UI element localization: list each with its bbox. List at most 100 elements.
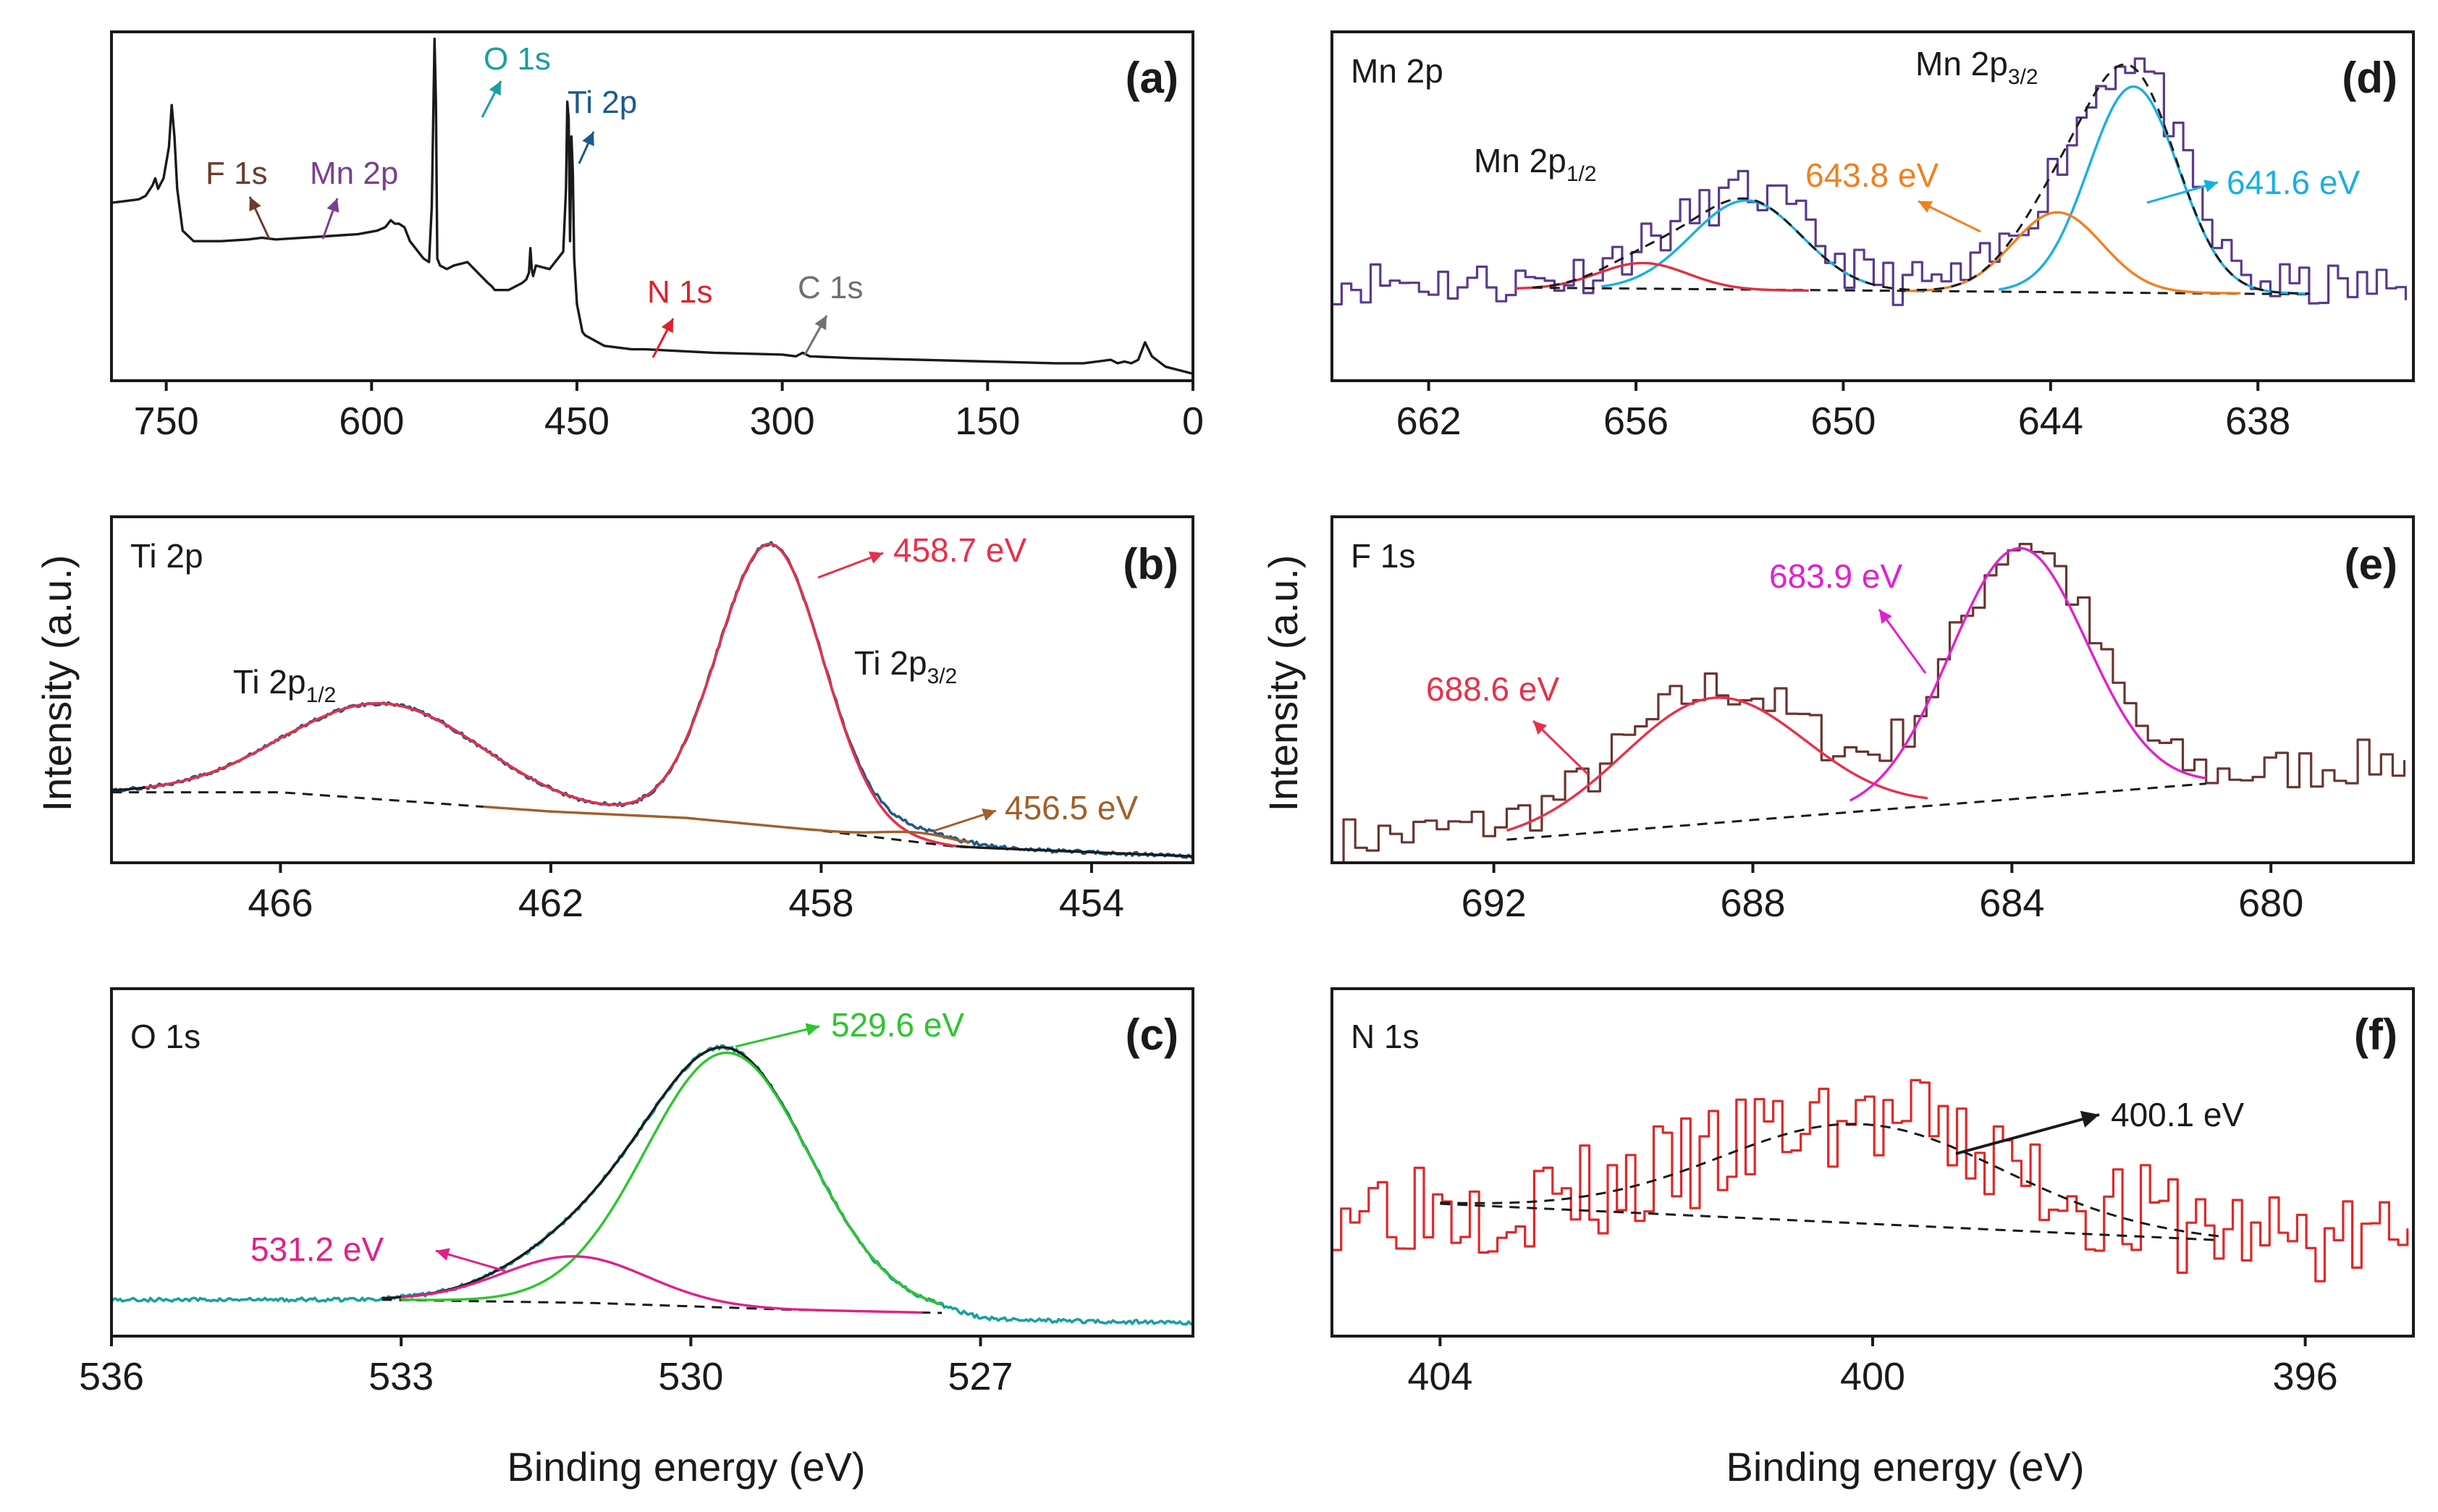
label-mn2p32-sub: 3/2 [2008, 65, 2038, 89]
annot-mn2p: Mn 2p [310, 156, 398, 191]
series-c-2 [381, 1298, 942, 1314]
xtick-label-e-1: 688 [1720, 882, 1785, 925]
xtick-label-f-2: 396 [2273, 1355, 2338, 1398]
xtick-label-d-4: 638 [2225, 400, 2290, 443]
panel-e-series [1332, 543, 2406, 863]
xtick-label-b-0: 466 [248, 882, 313, 925]
panel-d-frame [1330, 30, 2415, 382]
arrow-ti2p [578, 131, 595, 164]
y-axis-label-left-middle: Intensity (a.u.) [34, 555, 80, 812]
series-e-1 [1506, 782, 2206, 841]
annot-456-5: 456.5 eV [1005, 789, 1138, 827]
arrow-458-7 [817, 551, 884, 579]
xtick-label-c-0: 536 [79, 1355, 144, 1398]
label-ti2p12-sub: 1/2 [306, 683, 337, 707]
series-a-0 [111, 37, 1193, 376]
label-ti2p12: Ti 2p1/2 [233, 663, 336, 707]
series-f-0 [1332, 1078, 2409, 1283]
xtick-label-a-2: 450 [544, 400, 610, 443]
panel-d-annotations: Mn 2p (d) Mn 2p1/2 Mn 2p3/2 643.8 eV 641… [1351, 45, 2397, 233]
arrow-688-6 [1532, 719, 1590, 776]
series-c-1 [381, 1046, 942, 1306]
annot-ti2p: Ti 2p [568, 85, 637, 120]
panel-b-frame [110, 515, 1194, 864]
panel-a: 750 600 450 300 150 0 [110, 30, 1204, 443]
series-d-6 [1532, 63, 2310, 295]
annot-c1s: C 1s [798, 270, 863, 305]
annot-o1s: O 1s [484, 41, 551, 77]
xtick-label-a-5: 0 [1182, 400, 1204, 443]
series-f-1 [1440, 1123, 2219, 1238]
panel-b-xaxis: 466 462 458 454 [248, 863, 1124, 925]
panel-f-annotations: N 1s (f) 400.1 eV [1351, 1010, 2397, 1155]
label-mn2p12-main: Mn 2p [1474, 142, 1566, 180]
xtick-label-d-3: 644 [2018, 400, 2083, 443]
xtick-label-d-1: 656 [1603, 400, 1669, 443]
panel-c-label: (c) [1126, 1010, 1178, 1059]
series-d-0 [1332, 57, 2408, 306]
panel-a-frame [110, 30, 1194, 382]
x-axis-label-right: Binding energy (eV) [1726, 1444, 2085, 1490]
series-f-2 [1440, 1202, 2219, 1241]
annot-683-9: 683.9 eV [1769, 557, 1902, 595]
panel-b-title: Ti 2p [130, 537, 203, 575]
xtick-label-e-2: 684 [1979, 882, 2044, 925]
arrow-643-8 [1918, 200, 1981, 233]
panel-a-label: (a) [1126, 54, 1178, 102]
annot-643-8: 643.8 eV [1805, 156, 1939, 194]
panel-c-series [111, 1044, 1193, 1326]
panel-f-frame [1330, 987, 2415, 1338]
annot-458-7: 458.7 eV [893, 531, 1026, 569]
y-axis-label-right-middle: Intensity (a.u.) [1260, 555, 1306, 812]
arrow-mn2p [321, 198, 339, 240]
annot-641-6: 641.6 eV [2227, 164, 2360, 201]
series-e-3 [1849, 546, 2207, 802]
label-mn2p12: Mn 2p1/2 [1474, 142, 1597, 186]
series-e-2 [1506, 696, 1928, 832]
panel-c-xaxis: 536 533 530 527 [79, 1336, 1013, 1398]
series-d-3 [1514, 261, 1810, 292]
panel-e: 692 688 684 680 [1330, 515, 2415, 925]
arrow-531-2 [435, 1248, 506, 1272]
arrow-n1s [651, 318, 675, 358]
xtick-label-d-0: 662 [1396, 400, 1461, 443]
panel-d-title: Mn 2p [1351, 52, 1443, 90]
label-ti2p12-main: Ti 2p [233, 663, 306, 701]
panel-b: 466 462 458 454 [110, 515, 1194, 925]
annot-531-2: 531.2 eV [250, 1230, 384, 1268]
panel-c-title: O 1s [130, 1018, 201, 1055]
panel-b-series [111, 541, 1193, 860]
xtick-label-e-3: 680 [2238, 882, 2303, 925]
panel-f-xaxis: 404 400 396 [1407, 1336, 2338, 1398]
label-mn2p32: Mn 2p3/2 [1915, 45, 2038, 89]
panel-d-label: (d) [2342, 54, 2397, 102]
xtick-label-c-3: 527 [948, 1355, 1013, 1398]
xtick-label-b-3: 454 [1059, 882, 1124, 925]
panel-b-annotations: Ti 2p (b) Ti 2p1/2 Ti 2p3/2 458.7 eV 456… [130, 531, 1178, 832]
annot-400-1: 400.1 eV [2111, 1096, 2244, 1133]
panel-e-frame [1330, 515, 2415, 864]
series-c-4 [400, 1255, 923, 1314]
label-ti2p32-main: Ti 2p [854, 644, 927, 682]
panel-f-title: N 1s [1351, 1018, 1420, 1055]
series-e-0 [1332, 543, 2406, 863]
xtick-label-f-1: 400 [1840, 1355, 1905, 1398]
x-axis-label-left: Binding energy (eV) [507, 1444, 866, 1490]
xtick-label-a-0: 750 [134, 400, 199, 443]
panel-c: 536 533 530 527 [79, 987, 1194, 1398]
xtick-label-c-2: 530 [658, 1355, 723, 1398]
xtick-label-d-2: 650 [1810, 400, 1876, 443]
series-d-5 [1905, 211, 2242, 295]
annot-f1s: F 1s [206, 156, 268, 191]
arrow-683-9 [1878, 609, 1927, 674]
series-c-3 [401, 1051, 942, 1306]
series-b-4 [483, 805, 971, 844]
panel-e-annotations: F 1s (e) 683.9 eV 688.6 eV [1351, 537, 2397, 776]
xtick-label-a-4: 150 [955, 400, 1020, 443]
arrow-529-6 [735, 1023, 820, 1048]
panel-c-frame [110, 987, 1194, 1338]
xtick-label-a-3: 300 [750, 400, 815, 443]
annot-688-6: 688.6 eV [1426, 670, 1559, 708]
arrow-f1s [248, 196, 271, 240]
xtick-label-f-0: 404 [1407, 1355, 1472, 1398]
